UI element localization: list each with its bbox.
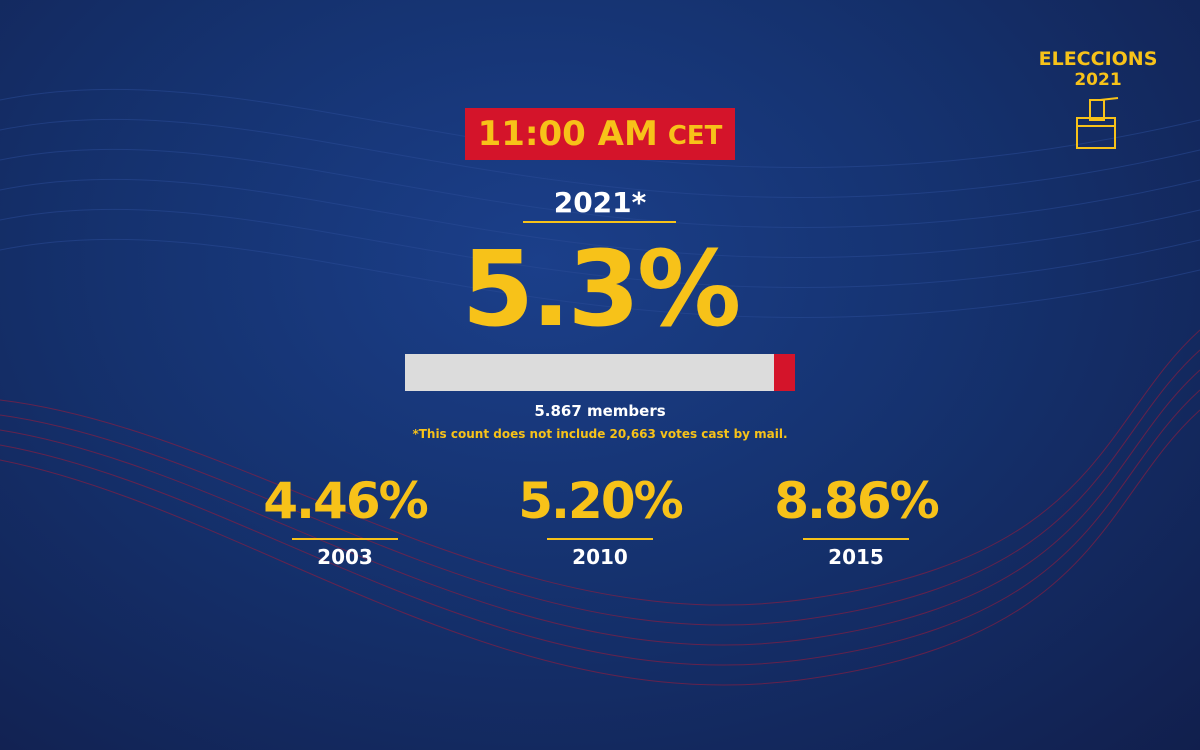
current-percent: 5.3% [461,228,741,350]
timezone: CET [667,121,723,151]
progress-fill [774,354,795,391]
underline [523,221,676,223]
time-badge: 11:00 AM CET [465,108,735,160]
brand-year: 2021 [1074,70,1122,90]
history-year: 2015 [828,545,884,569]
members: 5.867 members [534,402,666,420]
ballot-icon [1076,97,1119,149]
progress-track [405,354,795,391]
underline [803,538,909,540]
history-percent: 5.20% [518,472,683,530]
brand-title: ELECCIONS [1038,48,1158,70]
history-percent: 4.46% [263,472,428,530]
current-year: 2021* [553,186,647,219]
underline [292,538,398,540]
time: 11:00 AM [477,114,658,154]
underline [547,538,653,540]
history-percent: 8.86% [774,472,939,530]
note: *This count does not include 20,663 vote… [412,427,788,441]
history-year: 2003 [317,545,373,569]
history-year: 2010 [572,545,628,569]
